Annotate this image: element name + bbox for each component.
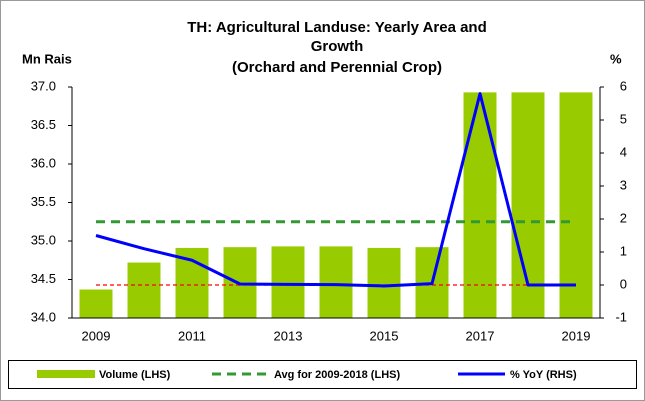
y2-tick-label: 1: [620, 243, 627, 258]
x-tick-label: 2017: [466, 328, 495, 343]
bar: [463, 92, 497, 318]
bar: [367, 247, 401, 318]
y-tick-label: 34.5: [31, 271, 56, 286]
y2-tick-label: -1: [615, 309, 627, 324]
chart-title: Growth: [311, 38, 364, 55]
yoy-line: [95, 92, 576, 288]
x-tick-label: 2011: [178, 328, 206, 343]
y-tick-label: 35.0: [31, 232, 56, 247]
x-tick-label: 2015: [370, 328, 399, 343]
y-tick-label: 36.0: [31, 155, 56, 170]
legend-label: Avg for 2009-2018 (LHS): [274, 369, 400, 381]
y2-tick-label: 4: [620, 144, 627, 159]
chart-title: (Orchard and Perennial Crop): [232, 59, 442, 76]
x-tick-label: 2019: [562, 328, 591, 343]
legend-label: Volume (LHS): [99, 369, 171, 381]
y-tick-label: 37.0: [31, 78, 56, 93]
bar: [127, 262, 161, 318]
y-tick-label: 34.0: [31, 309, 56, 324]
y2-tick-label: 0: [620, 276, 627, 291]
y2-tick-label: 6: [620, 78, 627, 93]
y2-tick-label: 5: [620, 111, 627, 126]
y2-axis-label: %: [610, 51, 622, 66]
y-tick-label: 35.5: [31, 194, 56, 209]
legend-box: [8, 360, 637, 389]
bar: [319, 246, 353, 318]
legend-swatch: [37, 370, 95, 378]
y2-tick-label: 2: [620, 210, 627, 225]
y-tick-label: 36.5: [31, 117, 56, 132]
x-tick-label: 2009: [82, 328, 111, 343]
chart-title: TH: Agricultural Landuse: Yearly Area an…: [187, 19, 487, 36]
y2-tick-label: 3: [620, 177, 627, 192]
y-axis-label: Mn Rais: [22, 51, 72, 66]
bar: [271, 246, 305, 318]
bar: [559, 92, 593, 318]
x-tick-label: 2013: [274, 328, 303, 343]
bar: [79, 289, 113, 318]
legend-label: % YoY (RHS): [510, 369, 577, 381]
